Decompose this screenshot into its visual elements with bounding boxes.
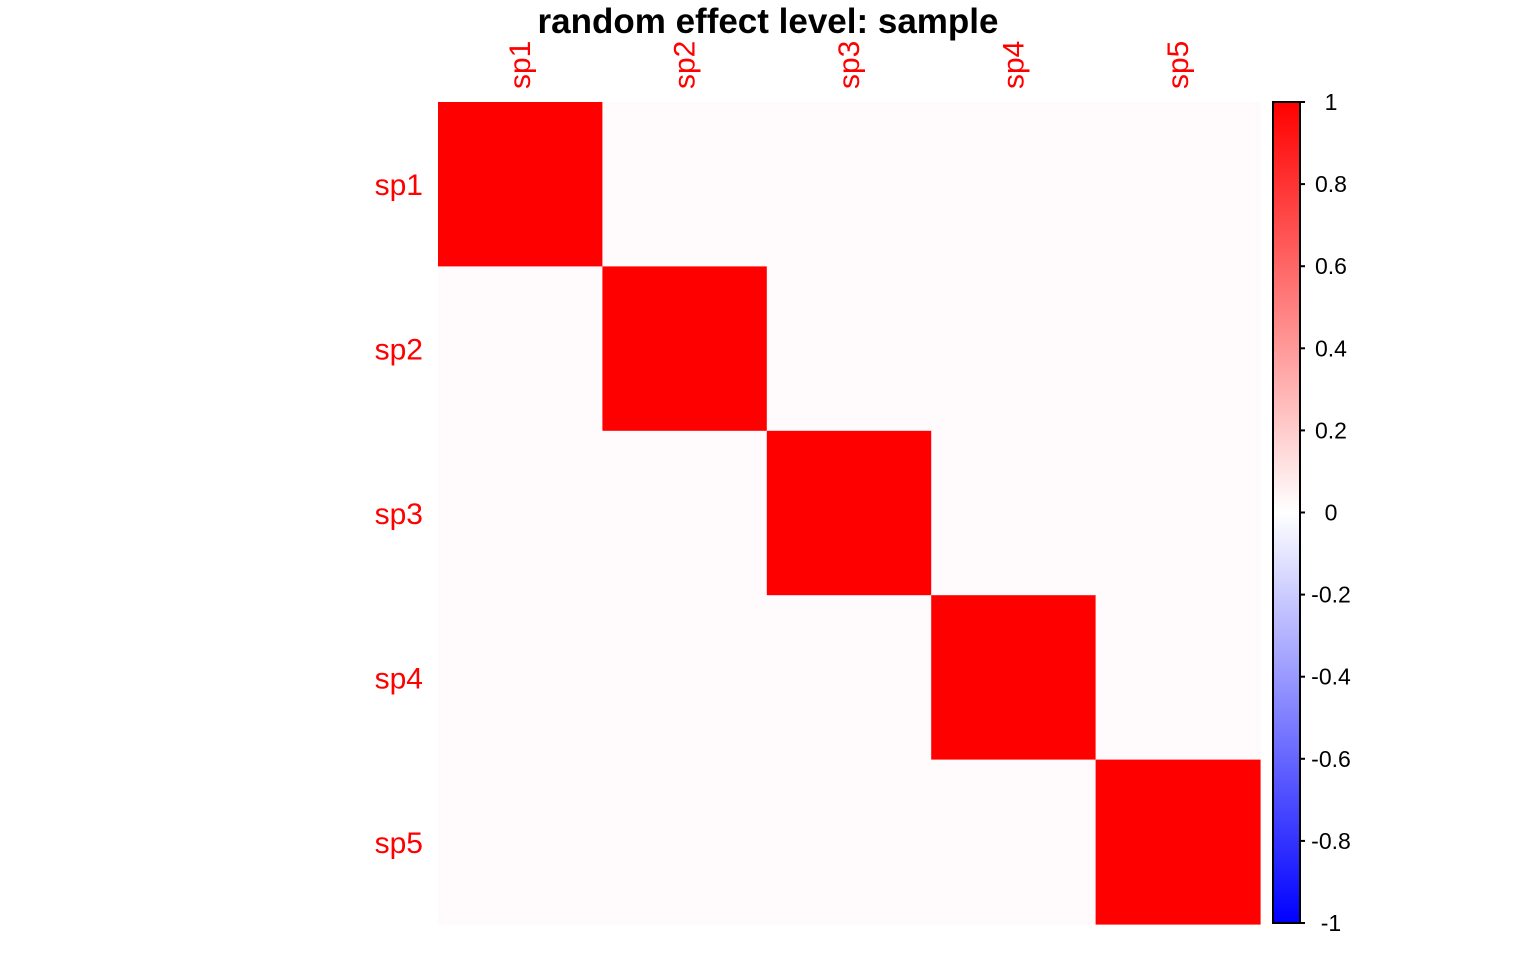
heatmap-cell-sp1-sp2 bbox=[602, 102, 768, 267]
colorbar-tick-label: -0.6 bbox=[1311, 746, 1351, 772]
colorbar-tick-label: -0.8 bbox=[1311, 828, 1351, 854]
x-label-sp1: sp1 bbox=[504, 41, 537, 89]
x-label-sp3: sp3 bbox=[833, 41, 866, 89]
heatmap-cell-sp5-sp4 bbox=[931, 759, 1097, 925]
x-axis-labels: sp1 sp2 sp3 sp4 sp5 bbox=[504, 41, 1195, 89]
colorbar-tick-label: 0 bbox=[1325, 500, 1338, 526]
x-label-sp4: sp4 bbox=[997, 41, 1030, 89]
heatmap-cell-sp4-sp3 bbox=[766, 595, 932, 761]
heatmap-cell-sp5-sp1 bbox=[438, 759, 603, 925]
heatmap-cell-sp2-sp4 bbox=[931, 266, 1097, 432]
heatmap-cell-sp3-sp5 bbox=[1095, 430, 1261, 596]
heatmap-cell-sp5-sp2 bbox=[602, 759, 768, 925]
heatmap-cell-sp1-sp1 bbox=[438, 102, 603, 267]
colorbar-tick-label: 0.6 bbox=[1315, 253, 1347, 279]
y-label-sp3: sp3 bbox=[375, 498, 423, 531]
heatmap-cell-sp4-sp2 bbox=[602, 595, 768, 761]
heatmap-cell-sp5-sp5 bbox=[1095, 759, 1261, 925]
heatmap-cell-sp1-sp5 bbox=[1095, 102, 1261, 267]
heatmap-cells bbox=[438, 102, 1261, 925]
colorbar-ticks: 1 0.8 0.6 0.4 0.2 0 -0.2 -0.4 -0.6 -0.8 -1 bbox=[1300, 89, 1351, 936]
y-label-sp4: sp4 bbox=[375, 662, 423, 695]
colorbar-tick-label: 0.2 bbox=[1315, 417, 1347, 443]
colorbar: 1 0.8 0.6 0.4 0.2 0 -0.2 -0.4 -0.6 -0.8 -1 bbox=[1272, 89, 1351, 936]
y-label-sp5: sp5 bbox=[375, 827, 423, 860]
heatmap-cell-sp3-sp2 bbox=[602, 430, 768, 596]
heatmap-cell-sp4-sp1 bbox=[438, 595, 603, 761]
colorbar-tick-label: -1 bbox=[1321, 910, 1341, 936]
colorbar-tick-label: 1 bbox=[1325, 89, 1338, 115]
y-label-sp2: sp2 bbox=[375, 334, 423, 367]
heatmap-cell-sp3-sp3 bbox=[766, 430, 932, 596]
heatmap-cell-sp1-sp3 bbox=[766, 102, 932, 267]
x-label-sp5: sp5 bbox=[1162, 41, 1195, 89]
heatmap-cell-sp3-sp1 bbox=[438, 430, 603, 596]
x-label-sp2: sp2 bbox=[669, 41, 702, 89]
colorbar-gradient bbox=[1272, 101, 1301, 924]
colorbar-tick-label: -0.2 bbox=[1311, 582, 1351, 608]
colorbar-tick-label: 0.8 bbox=[1315, 171, 1347, 197]
heatmap-cell-sp3-sp4 bbox=[931, 430, 1097, 596]
y-label-sp1: sp1 bbox=[375, 169, 423, 202]
colorbar-tick-label: 0.4 bbox=[1315, 335, 1347, 361]
heatmap-cell-sp2-sp2 bbox=[602, 266, 768, 432]
heatmap-cell-sp2-sp5 bbox=[1095, 266, 1261, 432]
heatmap-cell-sp4-sp5 bbox=[1095, 595, 1261, 761]
heatmap-cell-sp2-sp3 bbox=[766, 266, 932, 432]
heatmap-cell-sp4-sp4 bbox=[931, 595, 1097, 761]
y-axis-labels: sp1 sp2 sp3 sp4 sp5 bbox=[375, 169, 423, 860]
heatmap-cell-sp5-sp3 bbox=[766, 759, 932, 925]
heatmap-cell-sp2-sp1 bbox=[438, 266, 603, 432]
colorbar-tick-label: -0.4 bbox=[1311, 664, 1351, 690]
heatmap-cell-sp1-sp4 bbox=[931, 102, 1097, 267]
chart-title: random effect level: sample bbox=[538, 2, 999, 41]
